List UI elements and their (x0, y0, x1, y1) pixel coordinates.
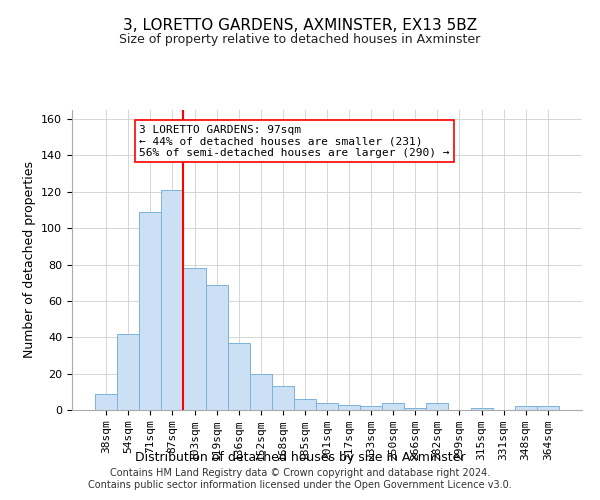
Bar (427, 402, 448, 410)
Bar (184, 268, 206, 410)
Bar (161, 190, 184, 410)
Bar (294, 399, 316, 410)
Text: Distribution of detached houses by size in Axminster: Distribution of detached houses by size … (135, 451, 465, 464)
Bar (272, 386, 294, 410)
Bar (227, 342, 250, 410)
Text: 3 LORETTO GARDENS: 97sqm
← 44% of detached houses are smaller (231)
56% of semi-: 3 LORETTO GARDENS: 97sqm ← 44% of detach… (139, 124, 450, 158)
Bar (250, 374, 272, 410)
Bar (404, 408, 427, 410)
Bar (537, 406, 559, 410)
Bar (95, 394, 117, 410)
Text: Contains HM Land Registry data © Crown copyright and database right 2024.
Contai: Contains HM Land Registry data © Crown c… (88, 468, 512, 490)
Bar (360, 406, 382, 410)
Bar (382, 402, 404, 410)
Bar (515, 406, 537, 410)
Text: Size of property relative to detached houses in Axminster: Size of property relative to detached ho… (119, 32, 481, 46)
Bar (139, 212, 161, 410)
Bar (206, 284, 227, 410)
Y-axis label: Number of detached properties: Number of detached properties (23, 162, 35, 358)
Bar (470, 408, 493, 410)
Bar (117, 334, 139, 410)
Bar (316, 402, 338, 410)
Text: 3, LORETTO GARDENS, AXMINSTER, EX13 5BZ: 3, LORETTO GARDENS, AXMINSTER, EX13 5BZ (123, 18, 477, 32)
Bar (338, 404, 360, 410)
